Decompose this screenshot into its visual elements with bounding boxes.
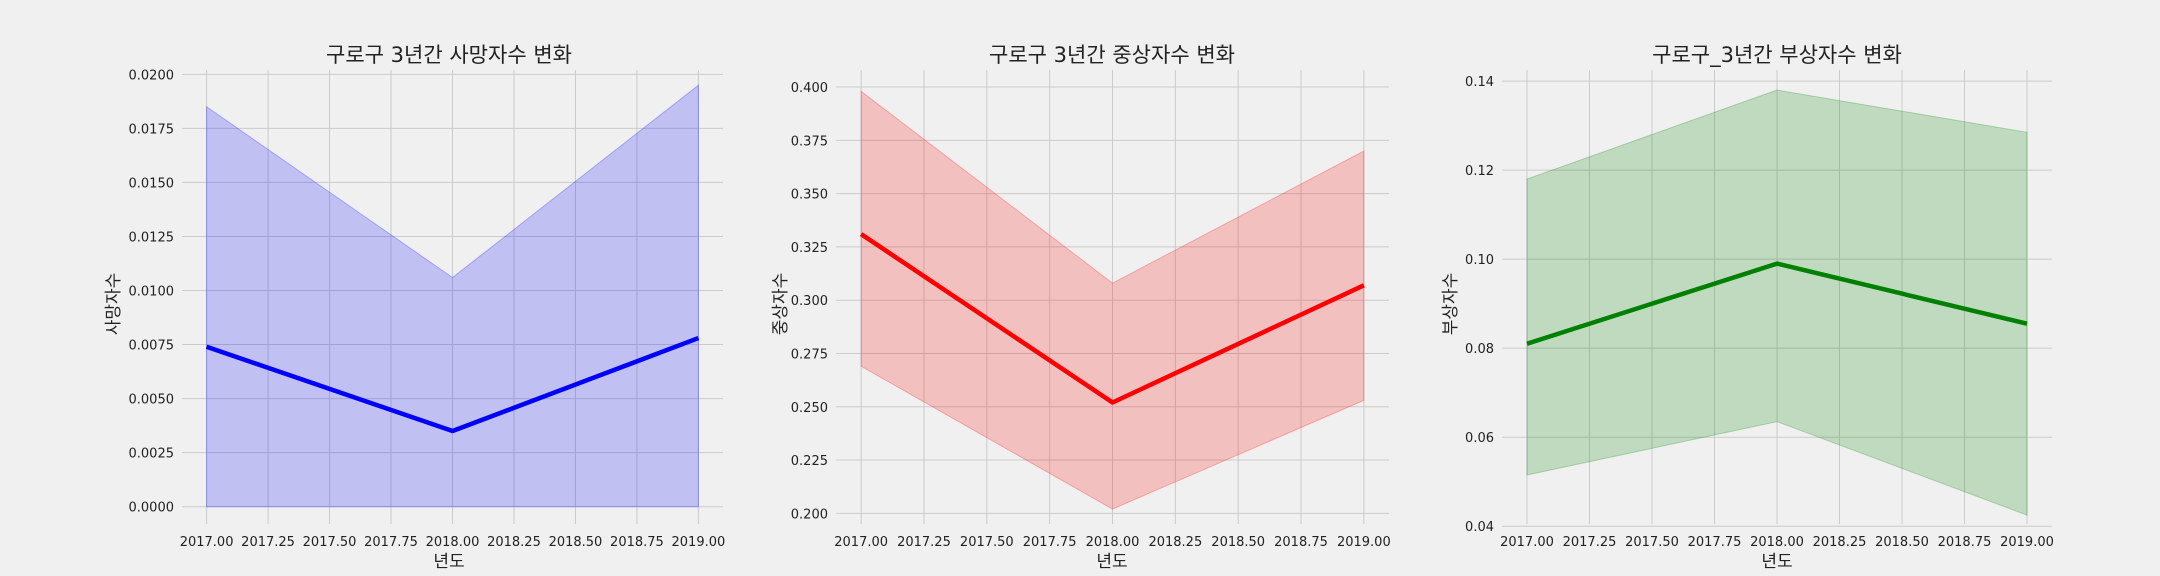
x-tick-label: 2017.50 <box>303 535 357 550</box>
y-tick-label: 0.400 <box>791 81 828 96</box>
x-tick-label: 2018.50 <box>549 535 603 550</box>
x-tick-label: 2017.75 <box>1023 535 1077 550</box>
x-tick-label: 2018.75 <box>610 535 664 550</box>
x-tick-label: 2018.00 <box>426 535 480 550</box>
x-tick-label: 2017.00 <box>1500 535 1554 550</box>
x-tick-label: 2017.00 <box>180 535 234 550</box>
x-tick-label: 2018.25 <box>1148 535 1202 550</box>
chart-title: 구로구 3년간 중상자수 변화 <box>989 43 1235 67</box>
y-tick-label: 0.04 <box>1465 520 1494 535</box>
y-tick-label: 0.14 <box>1465 75 1494 90</box>
y-tick-label: 0.250 <box>791 401 828 416</box>
confidence-band <box>206 84 699 508</box>
chart-title: 구로구_3년간 부상자수 변화 <box>1652 43 1902 68</box>
x-axis-label: 년도 <box>1096 552 1127 572</box>
y-tick-label: 0.350 <box>791 188 828 203</box>
y-tick-label: 0.10 <box>1465 253 1494 268</box>
x-tick-label: 2018.00 <box>1086 535 1140 550</box>
x-tick-label: 2017.25 <box>241 535 295 550</box>
confidence-band <box>1526 89 2028 516</box>
panel-serious-injuries: 구로구 3년간 중상자수 변화 년도 중상자수 2017.00 2017.25 20… <box>771 43 1391 572</box>
y-tick-label: 0.0100 <box>129 285 175 300</box>
y-axis-label: 중상자수 <box>771 273 791 336</box>
x-tick-label: 2018.25 <box>487 535 541 550</box>
y-tick-label: 0.08 <box>1465 342 1494 357</box>
x-tick-label: 2019.00 <box>1337 535 1391 550</box>
confidence-band <box>860 90 1365 510</box>
y-tick-label: 0.0200 <box>129 68 175 83</box>
x-tick-label: 2017.50 <box>1625 535 1679 550</box>
y-axis-label: 부상자수 <box>1441 273 1461 336</box>
y-tick-label: 0.0175 <box>129 122 175 137</box>
y-tick-label: 0.06 <box>1465 431 1494 446</box>
chart-title: 구로구 3년간 사망자수 변화 <box>326 43 572 67</box>
y-tick-label: 0.0050 <box>129 393 175 408</box>
series-line <box>859 232 1365 405</box>
series-line <box>205 335 700 434</box>
x-tick-label: 2018.25 <box>1813 535 1867 550</box>
panel-minor-injuries: 구로구_3년간 부상자수 변화 년도 부상자수 2017.00 2017.25 20… <box>1441 43 2054 572</box>
y-tick-label: 0.275 <box>791 347 828 362</box>
y-tick-label: 0.200 <box>791 507 828 522</box>
series-line <box>1526 261 2028 346</box>
y-tick-label: 0.375 <box>791 134 828 149</box>
x-tick-label: 2017.50 <box>960 535 1014 550</box>
x-tick-label: 2017.75 <box>364 535 418 550</box>
y-tick-label: 0.300 <box>791 294 828 309</box>
x-tick-label: 2018.75 <box>1938 535 1992 550</box>
panel-deaths: 구로구 3년간 사망자수 변화 년도 사망자수 2017.00 2017.25 20… <box>104 43 725 572</box>
x-tick-label: 2018.00 <box>1750 535 1804 550</box>
x-tick-label: 2017.00 <box>834 535 888 550</box>
x-tick-label: 2019.00 <box>672 535 726 550</box>
y-tick-label: 0.0000 <box>129 501 175 516</box>
x-tick-label: 2018.50 <box>1211 535 1265 550</box>
y-tick-label: 0.0075 <box>129 339 175 354</box>
x-tick-label: 2017.25 <box>897 535 951 550</box>
x-axis-label: 년도 <box>1761 552 1792 572</box>
y-axis-label: 사망자수 <box>104 273 124 336</box>
x-tick-label: 2019.00 <box>2000 535 2054 550</box>
y-tick-label: 0.325 <box>791 241 828 256</box>
y-tick-label: 0.225 <box>791 454 828 469</box>
x-tick-label: 2017.75 <box>1688 535 1742 550</box>
y-tick-label: 0.12 <box>1465 164 1494 179</box>
x-tick-label: 2017.25 <box>1563 535 1617 550</box>
y-tick-label: 0.0025 <box>129 447 175 462</box>
x-tick-label: 2018.50 <box>1875 535 1929 550</box>
y-tick-label: 0.0125 <box>129 230 175 245</box>
x-axis-label: 년도 <box>433 552 464 572</box>
x-tick-label: 2018.75 <box>1274 535 1328 550</box>
y-tick-label: 0.0150 <box>129 176 175 191</box>
